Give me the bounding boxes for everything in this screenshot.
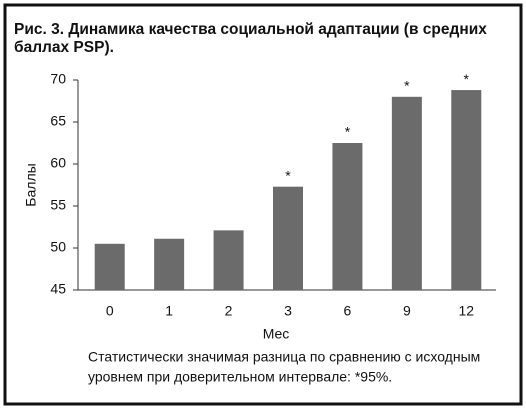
significance-marker: * — [285, 167, 291, 183]
chart-title: баллах PSP). — [14, 39, 114, 56]
x-tick-label: 0 — [106, 303, 114, 319]
y-tick-label: 45 — [50, 281, 66, 297]
x-tick-label: 3 — [284, 303, 292, 319]
y-tick-label: 50 — [50, 239, 66, 255]
x-tick-label: 9 — [403, 303, 411, 319]
bar — [273, 186, 303, 290]
bar — [451, 90, 482, 290]
significance-marker: * — [464, 71, 470, 87]
y-tick-label: 55 — [50, 197, 66, 213]
frame — [3, 3, 523, 406]
x-tick-label: 2 — [225, 303, 233, 319]
bar — [213, 230, 244, 290]
bar — [94, 243, 125, 290]
x-tick-label: 12 — [458, 303, 474, 319]
x-axis-label: Мес — [263, 326, 290, 342]
y-axis-label: Баллы — [23, 163, 39, 206]
y-tick-label: 65 — [50, 113, 66, 129]
x-tick-label: 1 — [165, 303, 173, 319]
significance-marker: * — [404, 78, 410, 94]
bar — [154, 238, 185, 290]
significance-marker: * — [345, 124, 351, 140]
chart-title: Рис. 3. Динамика качества социальной ада… — [14, 21, 487, 38]
y-tick-label: 60 — [50, 155, 66, 171]
footnote: уровнем при доверительном интервале: *95… — [88, 369, 392, 385]
y-tick-label: 70 — [50, 71, 66, 87]
bar — [391, 96, 422, 290]
x-tick-label: 6 — [344, 303, 352, 319]
footnote: Статистически значимая разница по сравне… — [88, 349, 480, 365]
bar — [332, 143, 363, 290]
